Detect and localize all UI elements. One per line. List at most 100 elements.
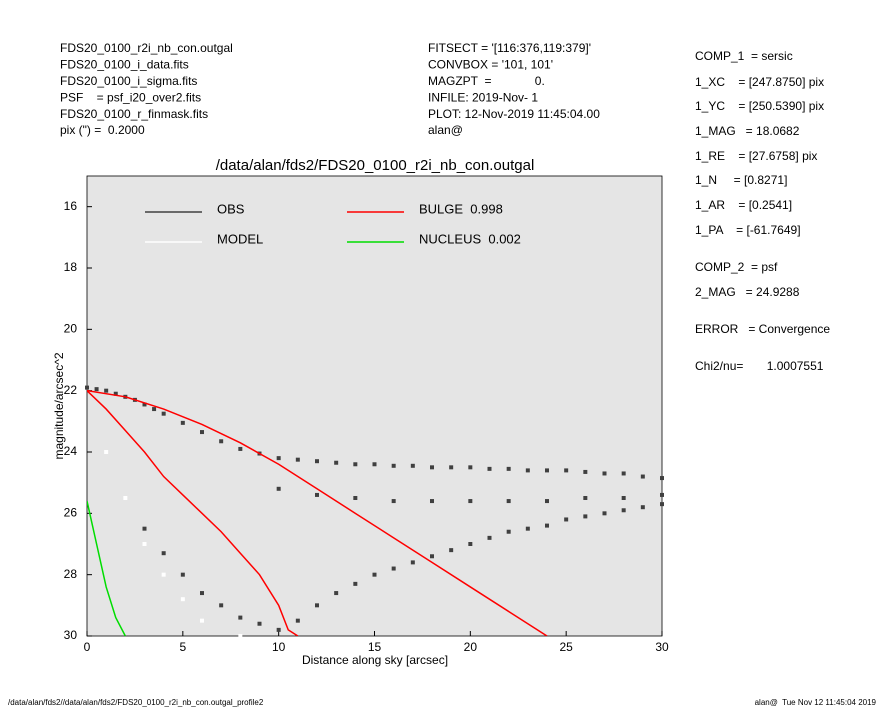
- data-point: [161, 551, 166, 556]
- y-tick-label: 22: [64, 383, 78, 397]
- info-line: 1_YC = [250.5390] pix: [695, 99, 824, 113]
- y-tick-label: 28: [64, 567, 78, 581]
- data-point: [621, 508, 626, 513]
- data-point: [449, 548, 454, 553]
- legend-label: BULGE 0.998: [419, 201, 503, 216]
- data-point: [180, 572, 185, 577]
- info-line: Chi2/nu= 1.0007551: [695, 359, 824, 373]
- data-point: [94, 387, 99, 392]
- data-point: [564, 517, 569, 522]
- x-axis-label: Distance along sky [arcsec]: [302, 653, 448, 667]
- data-point: [640, 474, 645, 479]
- x-tick-label: 30: [655, 640, 669, 654]
- data-point: [621, 496, 626, 500]
- y-tick-label: 18: [64, 260, 78, 274]
- data-point: [113, 391, 118, 396]
- data-point: [161, 572, 166, 577]
- footer-stamp: alan@ Tue Nov 12 11:45:04 2019: [755, 698, 877, 707]
- header-middle-line: PLOT: 12-Nov-2019 11:45:04.00: [428, 107, 600, 121]
- data-point: [430, 465, 434, 470]
- data-point: [200, 430, 204, 435]
- x-tick-label: 25: [559, 640, 573, 654]
- y-axis-label: magnitude/arcsec^2: [52, 352, 66, 459]
- header-middle-line: MAGZPT = 0.: [428, 74, 545, 88]
- header-middle-line: FITSECT = '[116:376,119:379]': [428, 41, 591, 55]
- data-point: [545, 523, 549, 528]
- data-point: [142, 542, 147, 546]
- data-point: [334, 591, 339, 596]
- data-point: [200, 591, 204, 596]
- data-point: [583, 514, 588, 519]
- data-point: [564, 468, 569, 473]
- info-line: 1_XC = [247.8750] pix: [695, 75, 824, 89]
- data-point: [660, 476, 664, 481]
- data-point: [219, 603, 224, 608]
- data-point: [506, 529, 511, 534]
- header-left-line: FDS20_0100_r_finmask.fits: [60, 107, 208, 121]
- data-point: [295, 618, 300, 623]
- data-point: [372, 462, 377, 467]
- data-point: [525, 526, 530, 531]
- data-point: [506, 499, 511, 504]
- data-point: [640, 505, 645, 510]
- data-point: [660, 492, 664, 497]
- data-point: [152, 407, 157, 412]
- data-point: [621, 471, 626, 476]
- info-line: 1_RE = [27.6758] pix: [695, 149, 817, 163]
- info-line: 1_PA = [-61.7649]: [695, 223, 801, 237]
- data-point: [315, 459, 319, 464]
- header-left-line: pix (") = 0.2000: [60, 123, 145, 137]
- plot-area: [86, 175, 663, 637]
- data-point: [257, 621, 262, 626]
- data-point: [525, 468, 530, 473]
- chart-title: /data/alan/fds2/FDS20_0100_r2i_nb_con.ou…: [216, 157, 535, 174]
- data-point: [142, 526, 147, 531]
- x-tick-label: 0: [84, 640, 91, 654]
- data-point: [430, 499, 434, 504]
- data-point: [142, 402, 147, 407]
- legend-label: MODEL: [217, 231, 263, 246]
- data-point: [334, 460, 339, 465]
- header-left-line: FDS20_0100_i_sigma.fits: [60, 74, 197, 88]
- x-tick-label: 20: [464, 640, 478, 654]
- data-point: [391, 499, 396, 504]
- data-point: [353, 496, 358, 500]
- data-point: [353, 581, 358, 586]
- data-point: [180, 420, 185, 425]
- header-middle-line: alan@: [428, 123, 463, 137]
- data-point: [391, 463, 396, 468]
- data-point: [449, 465, 454, 470]
- data-point: [276, 627, 281, 632]
- data-point: [104, 450, 109, 454]
- info-line: 1_N = [0.8271]: [695, 173, 787, 187]
- y-tick-label: 20: [64, 322, 78, 336]
- data-point: [391, 566, 396, 571]
- data-point: [602, 511, 607, 516]
- data-point: [276, 456, 281, 461]
- data-point: [602, 471, 607, 476]
- data-point: [200, 618, 204, 623]
- data-point: [487, 466, 492, 471]
- data-point: [372, 572, 377, 577]
- header-left-line: PSF = psf_i20_over2.fits: [60, 90, 201, 104]
- x-tick-label: 5: [179, 640, 186, 654]
- data-point: [219, 439, 224, 444]
- data-point: [238, 634, 243, 638]
- data-point: [410, 463, 415, 468]
- y-tick-label: 30: [64, 628, 78, 642]
- model-line-lower: [87, 390, 299, 636]
- data-point: [506, 466, 511, 471]
- data-point: [468, 542, 473, 546]
- data-point: [295, 457, 300, 462]
- legend-label: NUCLEUS 0.002: [419, 231, 521, 246]
- data-point: [353, 462, 358, 467]
- data-point: [487, 535, 492, 540]
- x-tick-label: 10: [272, 640, 286, 654]
- legend-label: OBS: [217, 201, 245, 216]
- data-point: [660, 502, 664, 507]
- data-point: [85, 385, 89, 390]
- info-line: COMP_2 = psf: [695, 260, 778, 274]
- data-point: [276, 486, 281, 491]
- x-tick-label: 15: [368, 640, 382, 654]
